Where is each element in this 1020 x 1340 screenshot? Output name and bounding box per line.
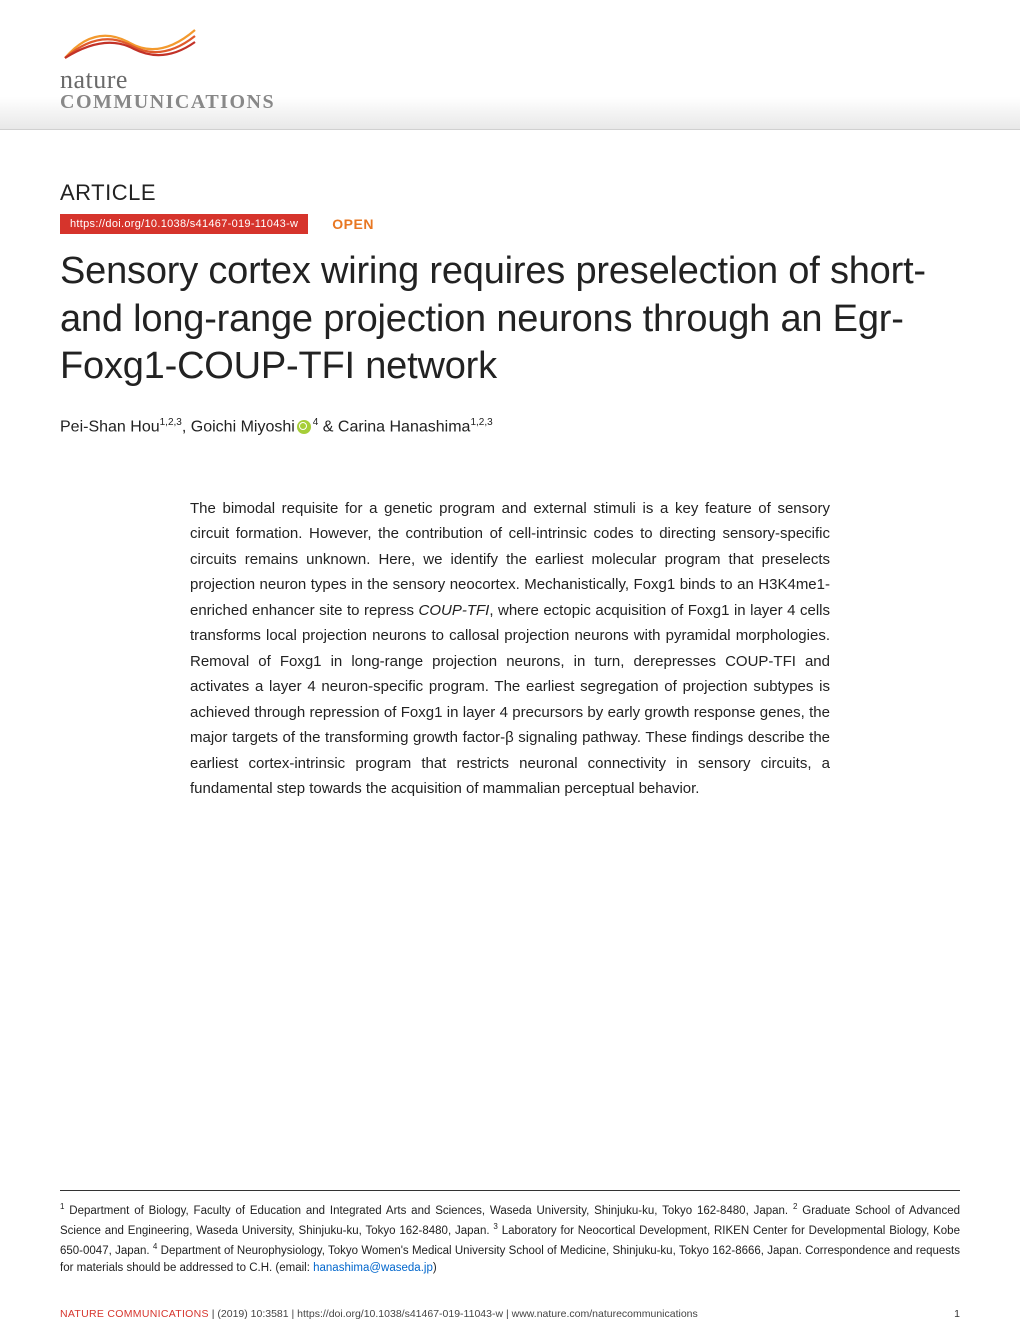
author-affiliation-ref: 1,2,3: [160, 417, 182, 428]
logo-line2: COMMUNICATIONS: [60, 91, 275, 114]
correspondence-email[interactable]: hanashima@waseda.jp: [313, 1262, 433, 1274]
abstract-italic-gene: COUP-TFI: [418, 602, 489, 619]
article-title: Sensory cortex wiring requires preselect…: [60, 248, 960, 391]
footer-left: NATURE COMMUNICATIONS | (2019) 10:3581 |…: [60, 1308, 698, 1320]
article-type-label: ARTICLE: [60, 180, 960, 206]
logo-swoosh-icon: [60, 18, 200, 66]
affiliation-text: Department of Biology, Faculty of Educat…: [64, 1205, 793, 1217]
author-amp: &: [318, 418, 338, 435]
author-affiliation-ref: 1,2,3: [470, 417, 492, 428]
author-name: Goichi Miyoshi: [191, 418, 295, 435]
doi-row: https://doi.org/10.1038/s41467-019-11043…: [60, 214, 960, 234]
orcid-icon[interactable]: [297, 420, 311, 434]
author-name: Pei-Shan Hou: [60, 418, 160, 435]
logo-text: nature COMMUNICATIONS: [60, 65, 275, 114]
abstract-text: , where ectopic acquisition of Foxg1 in …: [190, 602, 830, 798]
affiliation-text: Department of Neurophysiology, Tokyo Wom…: [60, 1244, 960, 1274]
author-list: Pei-Shan Hou1,2,3, Goichi Miyoshi4 & Car…: [60, 417, 960, 436]
journal-logo: nature COMMUNICATIONS: [60, 18, 275, 114]
open-access-label: OPEN: [332, 216, 374, 232]
article-content: ARTICLE https://doi.org/10.1038/s41467-0…: [0, 180, 1020, 802]
page-footer: NATURE COMMUNICATIONS | (2019) 10:3581 |…: [60, 1308, 960, 1320]
author-name: Carina Hanashima: [338, 418, 471, 435]
footer-journal-name: NATURE COMMUNICATIONS: [60, 1308, 209, 1320]
footer-citation: (2019) 10:3581 | https://doi.org/10.1038…: [217, 1308, 697, 1320]
page-number: 1: [954, 1308, 960, 1320]
affiliations-block: 1 Department of Biology, Faculty of Educ…: [60, 1190, 960, 1278]
affiliation-text: ): [433, 1262, 437, 1274]
doi-badge[interactable]: https://doi.org/10.1038/s41467-019-11043…: [60, 214, 308, 234]
journal-banner: nature COMMUNICATIONS: [0, 0, 1020, 130]
author-sep: ,: [182, 418, 191, 435]
abstract: The bimodal requisite for a genetic prog…: [190, 496, 830, 802]
